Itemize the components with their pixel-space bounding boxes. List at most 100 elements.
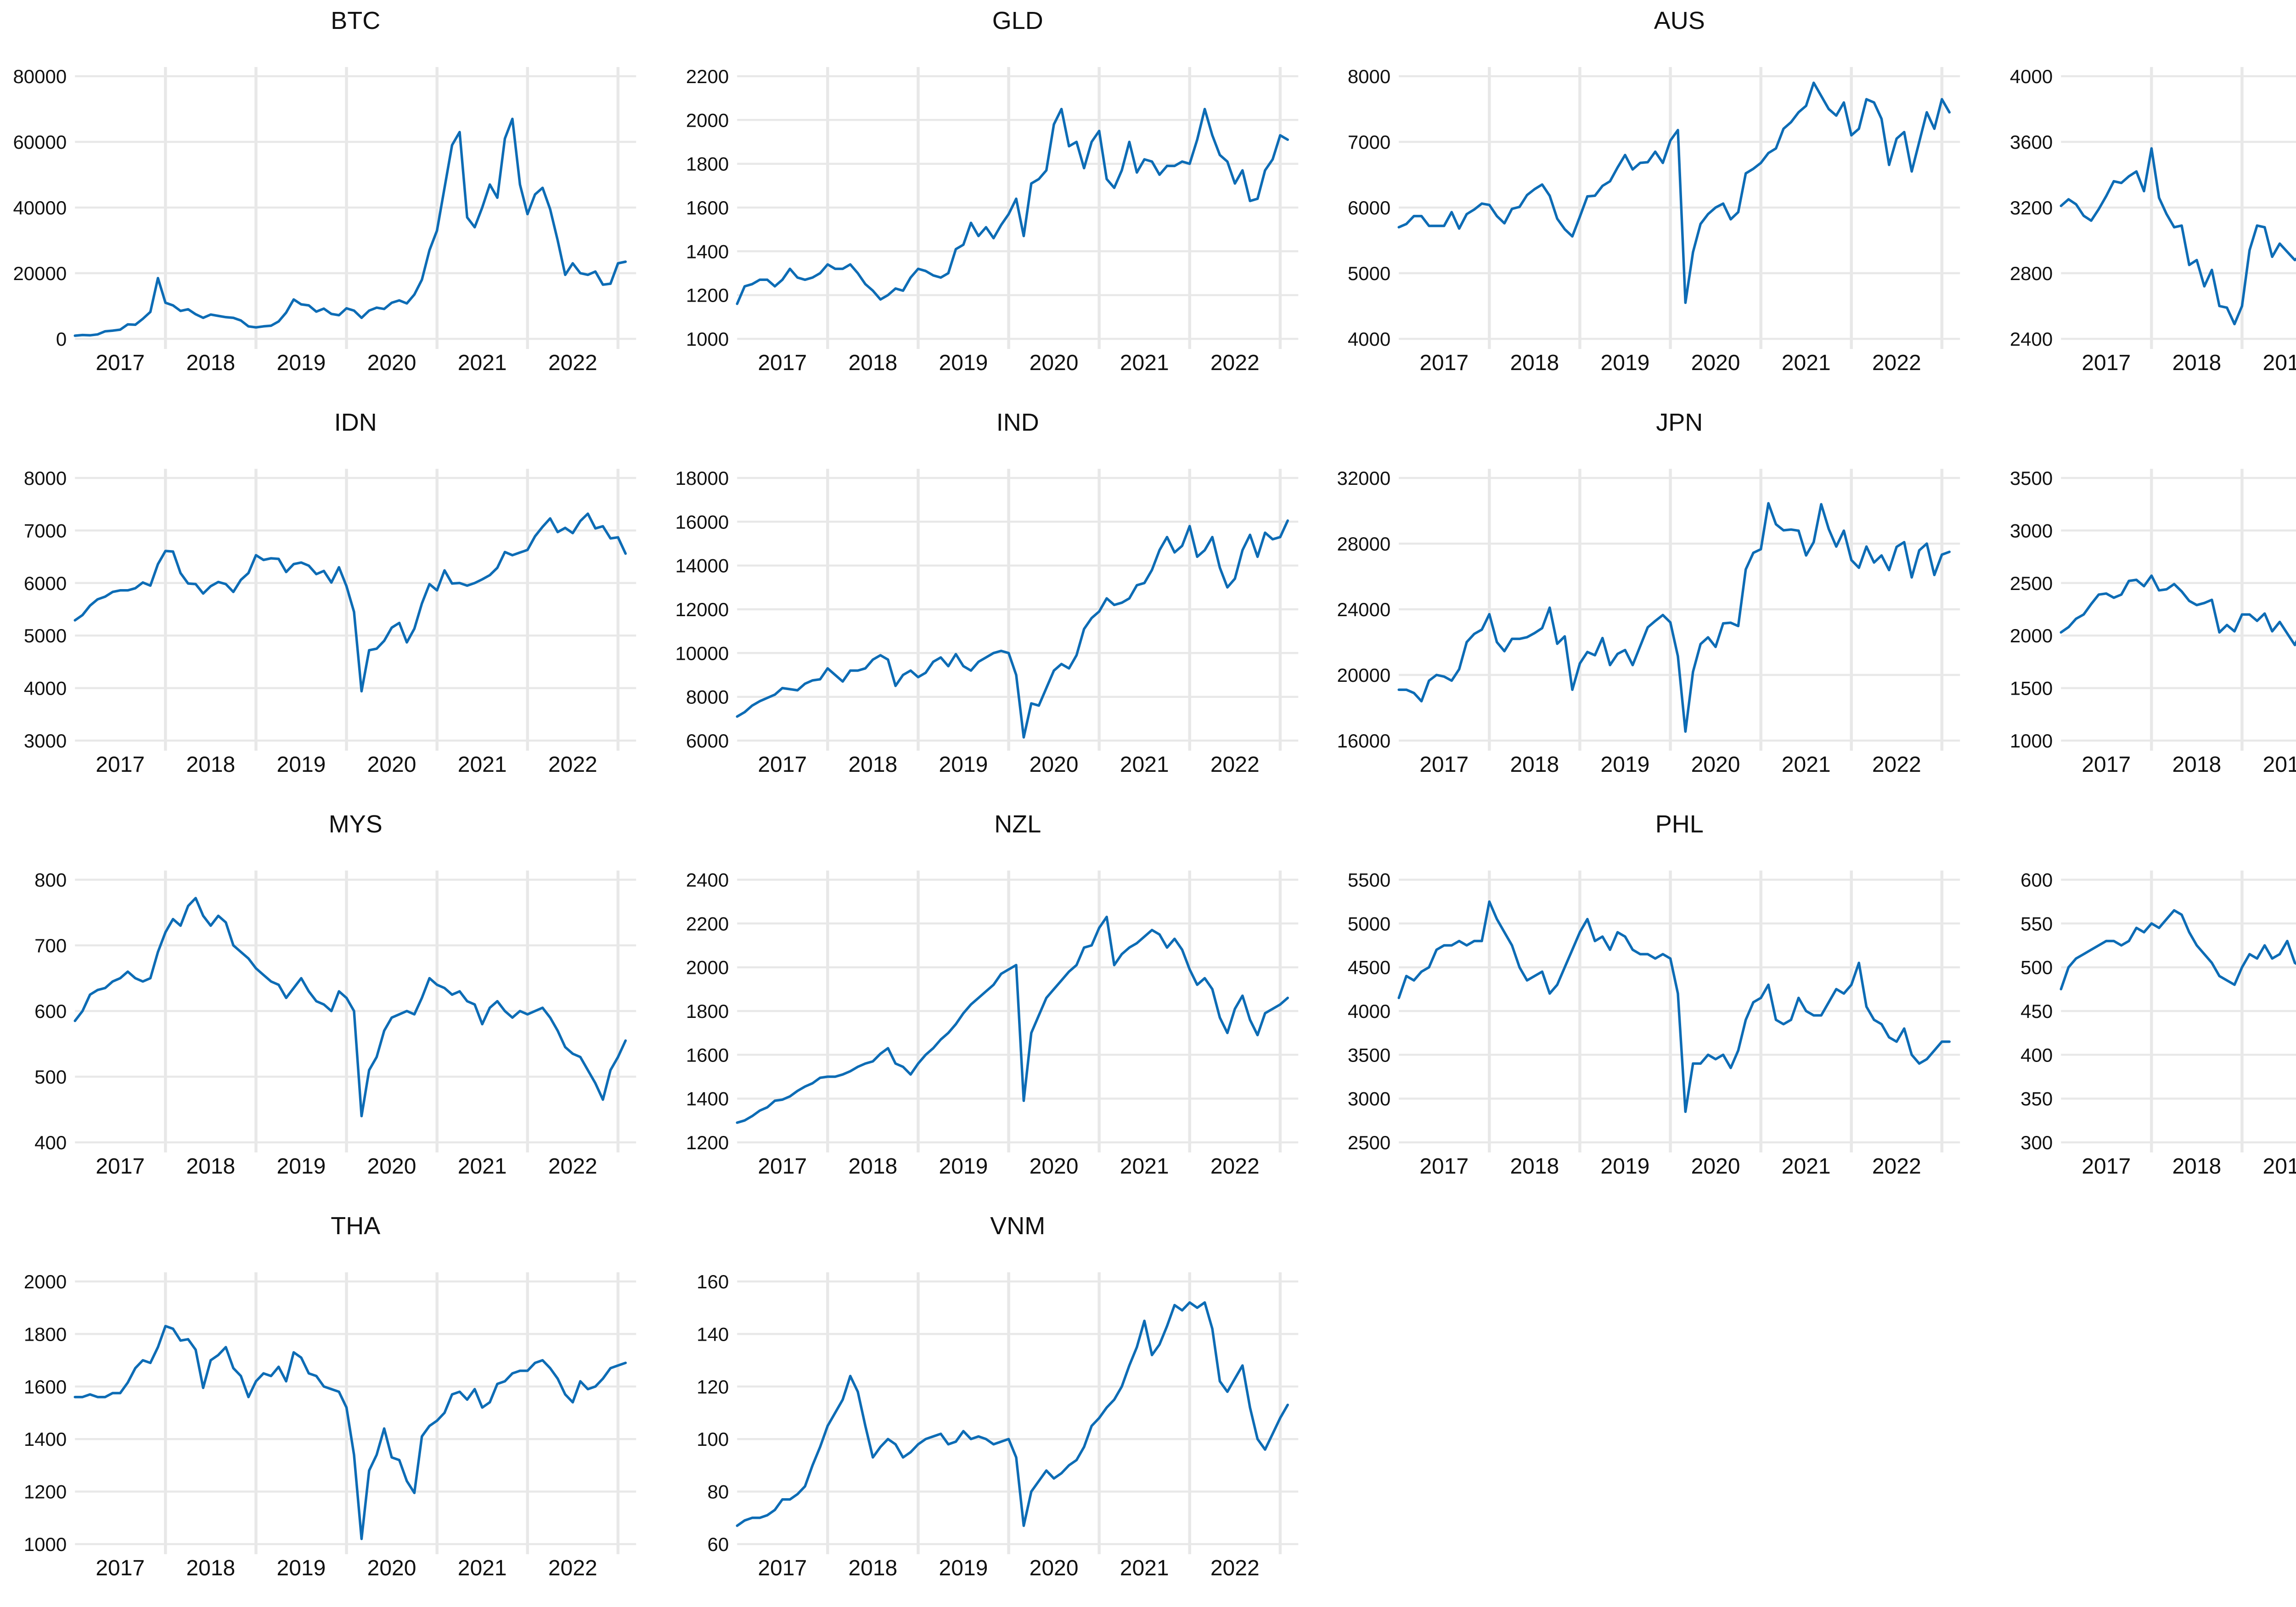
x-gridlines (2150, 469, 2244, 751)
y-tick-label: 1600 (686, 197, 728, 219)
x-tick-label: 2020 (1029, 351, 1078, 375)
y-tick-label: 12000 (675, 599, 729, 620)
y-tick-label: 5000 (1348, 263, 1390, 284)
chart-title: MYS (329, 810, 383, 838)
y-tick-labels: 1000 1200 1400 1600 1800 2000 2200 (686, 66, 728, 350)
x-tick-label: 2020 (1691, 753, 1740, 777)
chart-title: THA (331, 1212, 380, 1240)
y-tick-label: 140 (697, 1323, 729, 1345)
y-tick-label: 5000 (1348, 913, 1390, 934)
x-tick-label: 2021 (1120, 351, 1169, 375)
x-tick-label: 2022 (1872, 1154, 1921, 1179)
y-tick-label: 0 (56, 328, 67, 350)
y-gridlines (75, 75, 636, 340)
y-tick-label: 60000 (13, 131, 67, 153)
x-tick-label: 2022 (1872, 753, 1921, 777)
x-tick-label: 2018 (848, 753, 897, 777)
y-tick-label: 160 (697, 1271, 729, 1292)
series-line (736, 916, 1289, 1124)
x-gridlines (164, 67, 620, 349)
y-tick-label: 700 (34, 935, 67, 956)
x-tick-label: 2018 (848, 1556, 897, 1580)
y-tick-label: 1800 (686, 153, 728, 175)
y-tick-label: 1200 (24, 1481, 67, 1503)
chart-panel-aus: 4000 5000 6000 7000 8000 2017 2018 2019 2020 2021… (1324, 0, 1986, 402)
y-tick-label: 1000 (24, 1534, 67, 1555)
series-line (736, 107, 1289, 305)
x-tick-label: 2017 (1419, 1154, 1469, 1179)
chart-gld: 1000 1200 1400 1600 1800 2000 2200 2017 2018 2019… (686, 7, 1298, 375)
x-gridlines (826, 67, 1282, 349)
y-tick-label: 2400 (2009, 328, 2052, 350)
y-tick-label: 1600 (24, 1376, 67, 1398)
series-line (736, 1301, 1289, 1527)
x-gridlines (826, 871, 1282, 1152)
y-tick-label: 4000 (24, 678, 67, 699)
y-tick-label: 1800 (686, 1000, 728, 1022)
y-tick-label: 1200 (686, 285, 728, 306)
y-tick-label: 6000 (686, 730, 728, 752)
y-tick-label: 3200 (2009, 197, 2052, 219)
series-line (2060, 909, 2296, 991)
x-tick-label: 2017 (2082, 1154, 2131, 1179)
series-line (73, 118, 627, 337)
y-tick-labels: 3000 4000 5000 6000 7000 8000 (24, 467, 67, 752)
chart-title: AUS (1654, 7, 1705, 34)
y-tick-label: 1200 (686, 1132, 728, 1153)
x-tick-label: 2017 (2082, 351, 2131, 375)
series-line (2060, 574, 2296, 646)
x-tick-label: 2022 (548, 351, 597, 375)
y-tick-label: 24000 (1337, 599, 1390, 620)
x-tick-label: 2018 (186, 351, 235, 375)
y-tick-label: 100 (697, 1428, 729, 1450)
y-tick-label: 450 (2020, 1000, 2053, 1022)
y-gridlines (2060, 75, 2296, 340)
y-tick-label: 500 (34, 1066, 67, 1088)
y-tick-labels: 2500 3000 3500 4000 4500 5000 5500 (1348, 869, 1390, 1153)
y-tick-label: 500 (2020, 957, 2053, 978)
y-tick-label: 2000 (686, 957, 728, 978)
x-tick-label: 2021 (1782, 753, 1831, 777)
x-tick-label: 2019 (2262, 351, 2296, 375)
chart-nzl: 1200 1400 1600 1800 2000 2200 2400 2017 2018 2019… (686, 810, 1298, 1179)
chart-tha: 1000 1200 1400 1600 1800 2000 2017 2018 2019 2020… (24, 1212, 636, 1580)
x-tick-label: 2019 (1601, 351, 1650, 375)
x-tick-label: 2021 (1120, 753, 1169, 777)
y-tick-label: 4500 (1348, 957, 1390, 978)
series-line (73, 1325, 627, 1540)
x-tick-label: 2022 (1210, 1154, 1259, 1179)
y-tick-labels: 6000 8000 10000 12000 14000 16000 18000 (675, 467, 729, 752)
y-tick-label: 1800 (24, 1323, 67, 1345)
y-tick-label: 1400 (686, 1088, 728, 1110)
y-tick-label: 1400 (686, 241, 728, 262)
x-tick-label: 2019 (939, 351, 988, 375)
y-tick-label: 16000 (675, 511, 729, 533)
series-line (736, 519, 1289, 739)
x-tick-label: 2018 (2172, 351, 2221, 375)
y-tick-label: 400 (2020, 1044, 2053, 1066)
y-tick-label: 2000 (2009, 625, 2052, 646)
y-tick-label: 1000 (2009, 730, 2052, 752)
y-gridlines (1399, 477, 1960, 742)
x-tick-label: 2021 (1782, 351, 1831, 375)
chart-idn: 3000 4000 5000 6000 7000 8000 2017 2018 2019 2020… (24, 409, 636, 777)
y-tick-label: 28000 (1337, 533, 1390, 555)
x-tick-label: 2022 (548, 753, 597, 777)
x-tick-label: 2017 (758, 753, 807, 777)
x-tick-label: 2018 (186, 1556, 235, 1580)
y-gridlines (737, 477, 1298, 742)
x-gridlines (1488, 67, 1944, 349)
chart-title: PHL (1655, 810, 1704, 838)
x-tick-label: 2020 (1691, 351, 1740, 375)
x-tick-label: 2021 (458, 753, 507, 777)
chart-panel-vnm: 60 80 100 120 140 160 2017 2018 2019 2020 2021 2022… (662, 1205, 1324, 1607)
series-line (1397, 900, 1951, 1113)
y-tick-label: 400 (34, 1132, 67, 1153)
